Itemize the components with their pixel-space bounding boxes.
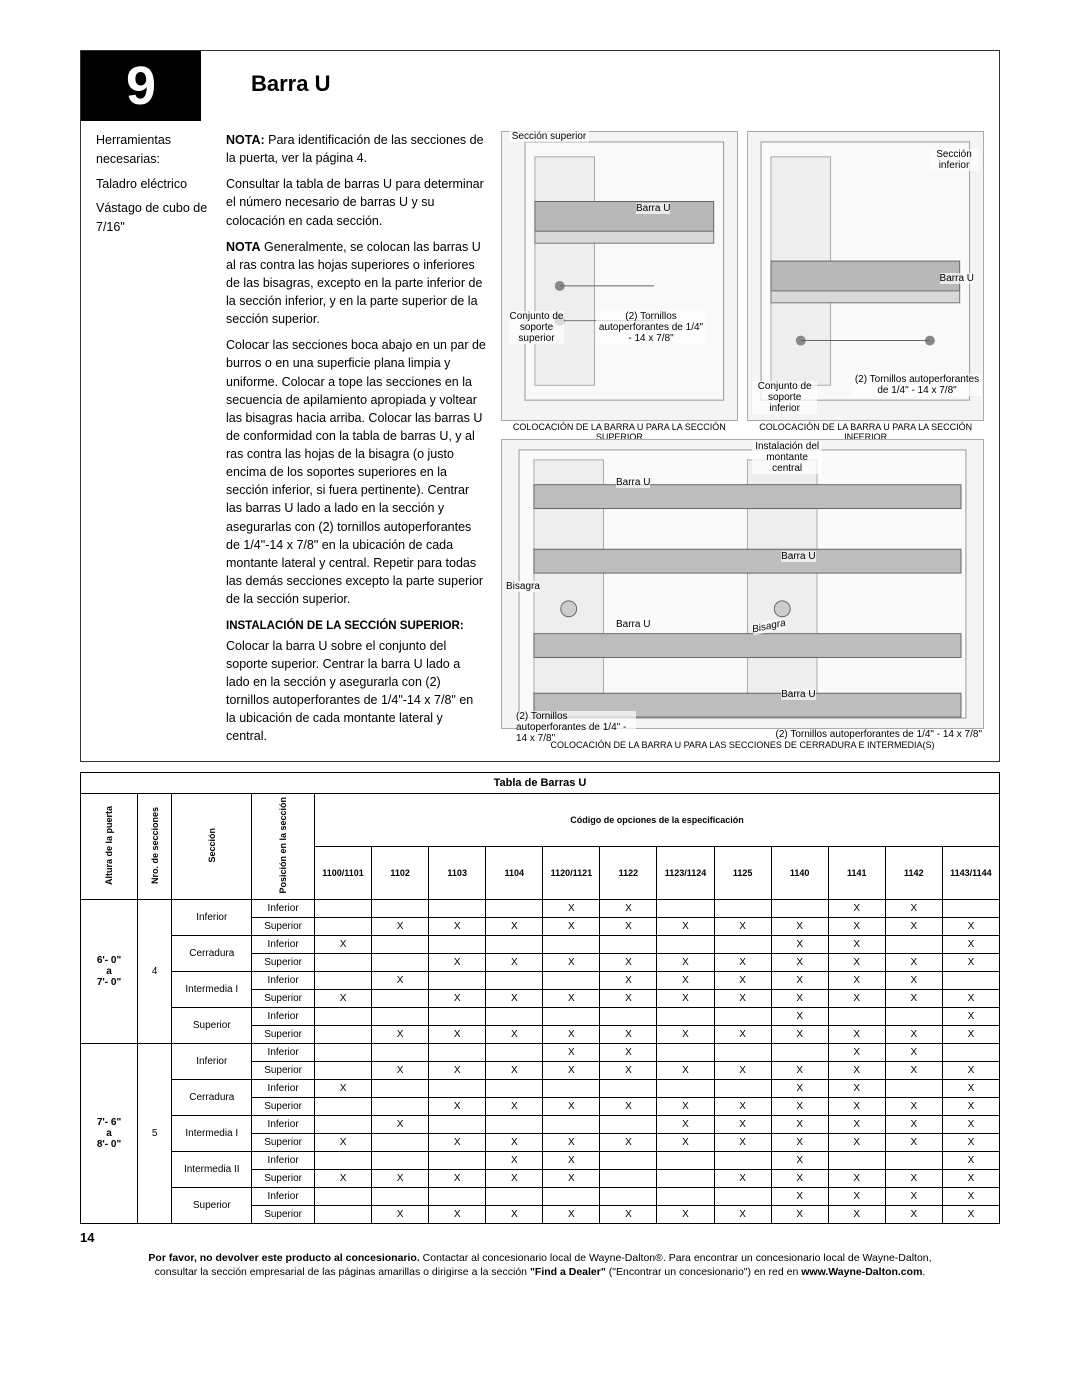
th-code: 1123/1124: [657, 846, 714, 899]
th-code: 1120/1121: [543, 846, 600, 899]
label-tornillos-1: (2) Tornillos autoperforantes de 1/4" - …: [596, 311, 706, 344]
th-spec: Código de opciones de la especificación: [315, 794, 1000, 847]
label-barra-u-1: Barra U: [636, 203, 670, 214]
label-barra-u-6: Barra U: [781, 689, 815, 700]
step-number: 9: [81, 51, 201, 121]
th-code: 1141: [828, 846, 885, 899]
label-seccion-sup: Sección superior: [509, 131, 589, 142]
page-number: 14: [80, 1230, 1000, 1245]
th-code: 1122: [600, 846, 657, 899]
table-row: Intermedia IIInferiorXXXX: [81, 1151, 1000, 1169]
th-posicion: Posición en la sección: [252, 794, 315, 900]
table-body: 6'- 0"a7'- 0"4InferiorInferiorXXXX Superi…: [81, 899, 1000, 1223]
th-code: 1143/1144: [942, 846, 999, 899]
th-code: 1125: [714, 846, 771, 899]
step-title: Barra U: [201, 51, 330, 97]
instructions-column: NOTA: Para identificación de las seccion…: [226, 131, 486, 751]
diagram-panel-top-left: [501, 131, 738, 421]
content: Herramientas necesarias: Taladro eléctri…: [81, 121, 999, 761]
tool-2: Vástago de cubo de 7/16": [96, 199, 211, 237]
caption-3: COLOCACIÓN DE LA BARRA U PARA LAS SECCIO…: [501, 741, 984, 751]
page-frame: 9 Barra U Herramientas necesarias: Talad…: [80, 50, 1000, 762]
diagram-column: Sección superior Barra U Conjunto de sop…: [501, 131, 984, 751]
diagram-svg-1: [502, 132, 737, 420]
th-nro: Nro. de secciones: [138, 794, 172, 900]
subhead: INSTALACIÓN DE LA SECCIÓN SUPERIOR:: [226, 616, 486, 635]
label-seccion-inf: Sección inferior: [929, 149, 979, 171]
th-code: 1104: [486, 846, 543, 899]
header: 9 Barra U: [81, 51, 999, 121]
tools-column: Herramientas necesarias: Taladro eléctri…: [96, 131, 211, 751]
table-row: CerraduraInferiorXXXX: [81, 935, 1000, 953]
label-bisagra-1: Bisagra: [506, 581, 540, 592]
th-seccion: Sección: [172, 794, 252, 900]
label-barra-u-3: Barra U: [616, 477, 650, 488]
table-row: SuperiorInferiorXXXX: [81, 1187, 1000, 1205]
table-row: 7'- 6"a8'- 0"5InferiorInferiorXXXX: [81, 1043, 1000, 1061]
table-row: 6'- 0"a7'- 0"4InferiorInferiorXXXX: [81, 899, 1000, 917]
diagram-area: Sección superior Barra U Conjunto de sop…: [501, 131, 984, 751]
th-code: 1142: [885, 846, 942, 899]
table-row: Intermedia IInferiorXXXXXXX: [81, 971, 1000, 989]
table-title: Tabla de Barras U: [80, 772, 1000, 793]
tool-1: Taladro eléctrico: [96, 175, 211, 194]
tools-heading: Herramientas necesarias:: [96, 131, 211, 169]
label-barra-u-2: Barra U: [940, 273, 974, 284]
footer: Por favor, no devolver este producto al …: [80, 1251, 1000, 1279]
label-tornillos-2: (2) Tornillos autoperforantes de 1/4" - …: [852, 374, 982, 396]
diagram-panel-bottom: [501, 439, 984, 729]
label-tornillos-4: (2) Tornillos autoperforantes de 1/4" - …: [762, 729, 982, 740]
label-instalacion: Instalación del montante central: [752, 441, 822, 474]
table-row: CerraduraInferiorXXXX: [81, 1079, 1000, 1097]
note-2: NOTA Generalmente, se colocan las barras…: [226, 238, 486, 329]
para-4: Colocar las secciones boca abajo en un p…: [226, 336, 486, 608]
table-row: Intermedia IInferiorXXXXXXX: [81, 1115, 1000, 1133]
th-code: 1100/1101: [315, 846, 372, 899]
table-row: SuperiorInferiorXX: [81, 1007, 1000, 1025]
th-code: 1103: [429, 846, 486, 899]
para-2: Consultar la tabla de barras U para dete…: [226, 175, 486, 229]
label-barra-u-4: Barra U: [781, 551, 815, 562]
para-5: Colocar la barra U sobre el conjunto del…: [226, 637, 486, 746]
th-altura: Altura de la puerta: [81, 794, 138, 900]
th-code: 1140: [771, 846, 828, 899]
note-1: NOTA: Para identificación de las seccion…: [226, 131, 486, 167]
label-conjunto-sup: Conjunto de soporte superior: [509, 311, 564, 344]
ubar-table: Altura de la puerta Nro. de secciones Se…: [80, 793, 1000, 1224]
label-barra-u-5: Barra U: [616, 619, 650, 630]
th-code: 1102: [372, 846, 429, 899]
diagram-svg-3: [502, 440, 983, 728]
label-conjunto-inf: Conjunto de soporte inferior: [752, 381, 817, 414]
